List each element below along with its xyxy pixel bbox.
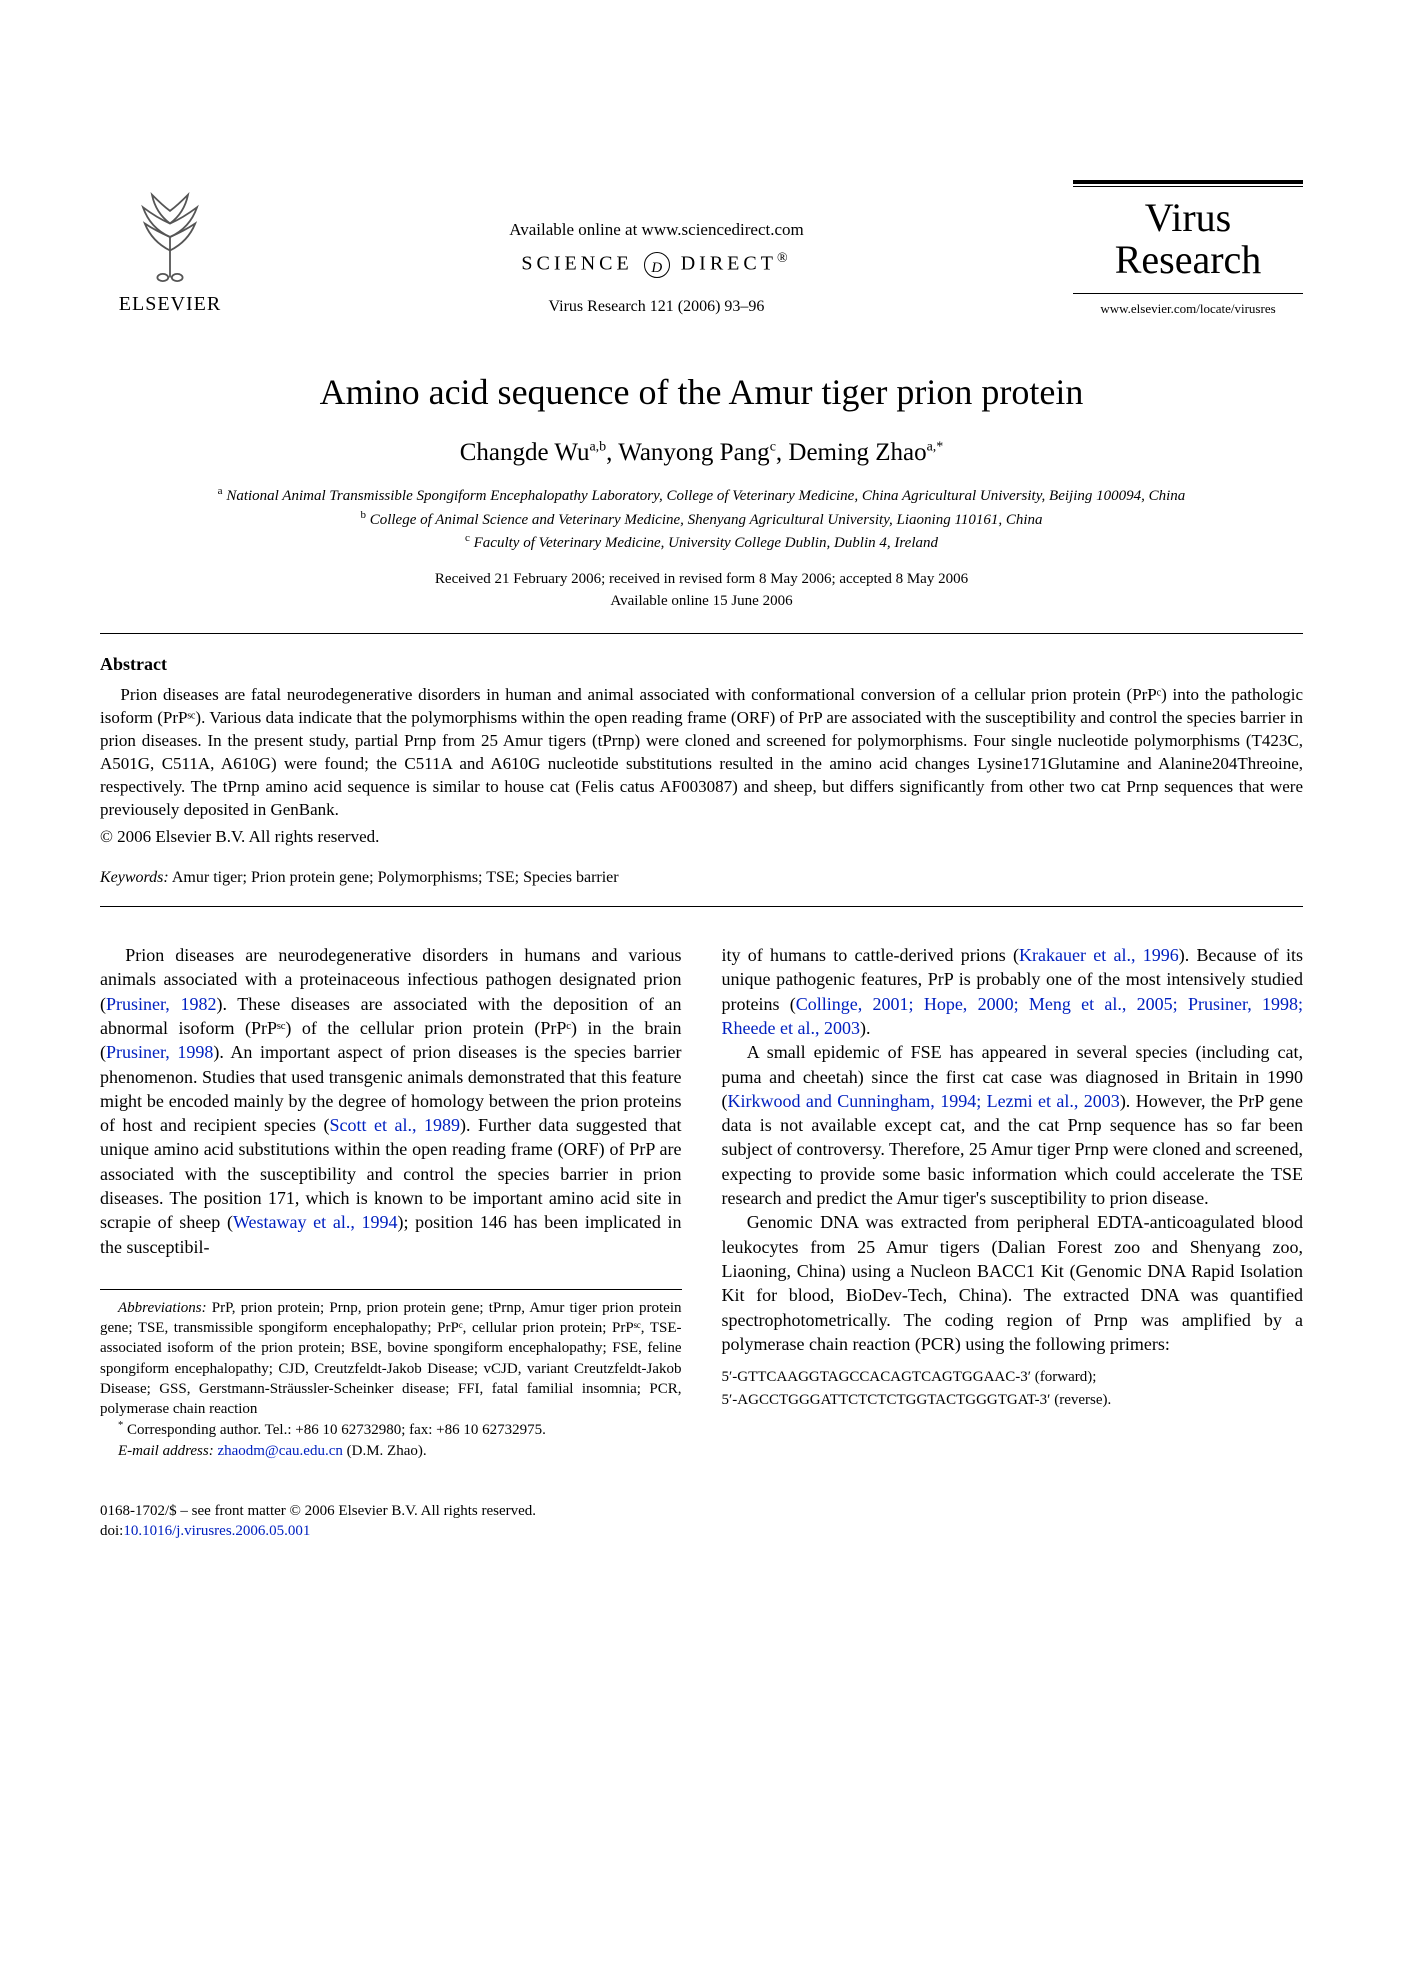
affil-b-sup: b [360, 509, 366, 521]
affil-b: b College of Animal Science and Veterina… [100, 508, 1303, 532]
affil-a-text: National Animal Transmissible Spongiform… [226, 488, 1185, 504]
sciencedirect-logo: SCIENCE d DIRECT® [260, 250, 1053, 278]
rp1c: ). [860, 1018, 871, 1038]
right-p3: Genomic DNA was extracted from periphera… [722, 1210, 1304, 1356]
primer-reverse: 5′-AGCCTGGGATTCTCTCTGGTACTGGGTGAT-3′ (re… [722, 1389, 1304, 1412]
elsevier-logo-block: ELSEVIER [100, 187, 240, 318]
corresponding-footnote: * Corresponding author. Tel.: +86 10 627… [100, 1419, 682, 1440]
affiliations: a National Animal Transmissible Spongifo… [100, 484, 1303, 555]
author-2: Wanyong Pang [618, 439, 769, 466]
journal-title-block: Virus Research www.elsevier.com/locate/v… [1073, 180, 1303, 318]
keywords-text: Amur tiger; Prion protein gene; Polymorp… [172, 869, 619, 886]
doi-link[interactable]: 10.1016/j.virusres.2006.05.001 [123, 1523, 310, 1539]
author-3-sup: a,* [927, 440, 944, 455]
rule-above-abstract [100, 633, 1303, 634]
affil-c: c Faculty of Veterinary Medicine, Univer… [100, 531, 1303, 555]
abstract-body: Prion diseases are fatal neurodegenerati… [100, 684, 1303, 822]
affil-b-text: College of Animal Science and Veterinary… [370, 512, 1043, 528]
body-columns: Prion diseases are neurodegenerative dis… [100, 943, 1303, 1461]
abstract-text: Prion diseases are fatal neurodegenerati… [100, 684, 1303, 822]
issn-line: 0168-1702/$ – see front matter © 2006 El… [100, 1501, 1303, 1521]
ref-prusiner-1982[interactable]: Prusiner, 1982 [106, 994, 216, 1014]
ref-krakauer-1996[interactable]: Krakauer et al., 1996 [1019, 945, 1179, 965]
keywords-label: Keywords: [100, 869, 169, 886]
left-column: Prion diseases are neurodegenerative dis… [100, 943, 682, 1461]
affil-a-sup: a [218, 485, 223, 497]
journal-name: Virus Research [1073, 193, 1303, 289]
ref-kirkwood-lezmi[interactable]: Kirkwood and Cunningham, 1994; Lezmi et … [728, 1091, 1120, 1111]
abbr-label: Abbreviations: [118, 1300, 207, 1316]
author-1-sup: a,b [589, 440, 606, 455]
footer-block: 0168-1702/$ – see front matter © 2006 El… [100, 1501, 1303, 1542]
left-p1: Prion diseases are neurodegenerative dis… [100, 943, 682, 1259]
primer-forward: 5′-GTTCAAGGTAGCCACAGTCAGTGGAAC-3′ (forwa… [722, 1366, 1304, 1389]
right-p1: ity of humans to cattle-derived prions (… [722, 943, 1304, 1040]
affil-c-text: Faculty of Veterinary Medicine, Universi… [474, 535, 938, 551]
journal-url: www.elsevier.com/locate/virusres [1073, 300, 1303, 318]
ref-prusiner-1998[interactable]: Prusiner, 1998 [106, 1042, 213, 1062]
abstract-copyright: © 2006 Elsevier B.V. All rights reserved… [100, 826, 1303, 849]
rule-thin [1073, 186, 1303, 187]
article-dates: Received 21 February 2006; received in r… [100, 569, 1303, 613]
right-column: ity of humans to cattle-derived prions (… [722, 943, 1304, 1461]
email-who: (D.M. Zhao). [347, 1443, 427, 1459]
authors-line: Changde Wua,b, Wanyong Pangc, Deming Zha… [100, 436, 1303, 470]
abstract-heading: Abstract [100, 652, 1303, 676]
primer-block: 5′-GTTCAAGGTAGCCACAGTCAGTGGAAC-3′ (forwa… [722, 1366, 1304, 1411]
footnotes-block: Abbreviations: PrP, prion protein; Prnp,… [100, 1289, 682, 1461]
author-3: Deming Zhao [788, 439, 926, 466]
journal-reference: Virus Research 121 (2006) 93–96 [260, 296, 1053, 318]
received-date: Received 21 February 2006; received in r… [100, 569, 1303, 591]
ref-scott-1989[interactable]: Scott et al., 1989 [329, 1115, 460, 1135]
sciencedirect-d-icon: d [644, 252, 670, 278]
online-date: Available online 15 June 2006 [100, 591, 1303, 613]
elsevier-label: ELSEVIER [119, 291, 221, 318]
email-address[interactable]: zhaodm@cau.edu.cn [217, 1443, 342, 1459]
ref-multi-1[interactable]: Collinge, 2001; Hope, 2000; Meng et al.,… [722, 994, 1304, 1038]
email-footnote: E-mail address: zhaodm@cau.edu.cn (D.M. … [100, 1441, 682, 1461]
affil-c-sup: c [465, 532, 470, 544]
article-title: Amino acid sequence of the Amur tiger pr… [100, 368, 1303, 417]
center-header: Available online at www.sciencedirect.co… [240, 219, 1073, 318]
corr-marker: * [118, 1420, 123, 1431]
elsevier-tree-icon [125, 187, 215, 287]
rule-thick [1073, 180, 1303, 184]
rule-bottom [1073, 293, 1303, 294]
available-online-text: Available online at www.sciencedirect.co… [260, 219, 1053, 242]
doi-line: doi:10.1016/j.virusres.2006.05.001 [100, 1521, 1303, 1541]
doi-label: doi: [100, 1523, 123, 1539]
right-p2: A small epidemic of FSE has appeared in … [722, 1040, 1304, 1210]
header-row: ELSEVIER Available online at www.science… [100, 180, 1303, 318]
author-2-sup: c [770, 440, 776, 455]
abbr-text: PrP, prion protein; Prnp, prion protein … [100, 1300, 682, 1417]
rp1a: ity of humans to cattle-derived prions ( [722, 945, 1020, 965]
rule-below-keywords [100, 906, 1303, 907]
abbreviations-footnote: Abbreviations: PrP, prion protein; Prnp,… [100, 1298, 682, 1420]
affil-a: a National Animal Transmissible Spongifo… [100, 484, 1303, 508]
keywords-line: Keywords: Amur tiger; Prion protein gene… [100, 867, 1303, 889]
ref-westaway-1994[interactable]: Westaway et al., 1994 [233, 1212, 398, 1232]
author-1: Changde Wu [460, 439, 590, 466]
email-label: E-mail address: [118, 1443, 214, 1459]
corr-text: Corresponding author. Tel.: +86 10 62732… [127, 1422, 546, 1438]
